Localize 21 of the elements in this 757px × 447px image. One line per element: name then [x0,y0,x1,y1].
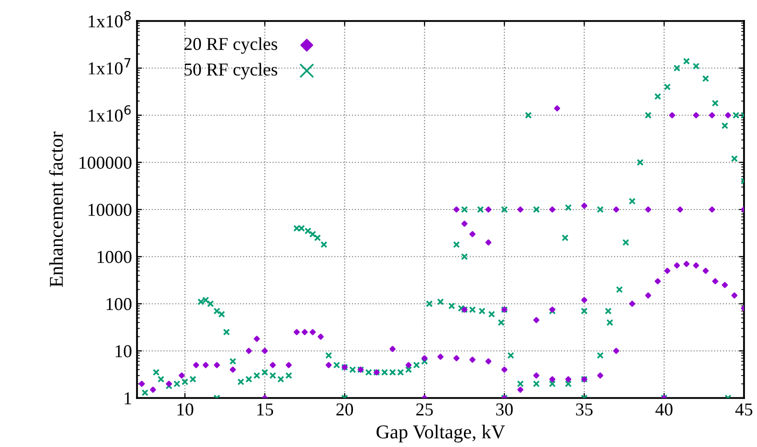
legend-label: 50 RF cycles [184,62,278,80]
y-tick-label: 100 [106,298,132,310]
x-tick-label: 30 [496,403,513,416]
y-tick-label: 10000 [88,204,132,216]
y-tick-label: 100000 [80,156,132,169]
x-axis-title: Gap Voltage, kV [376,424,506,442]
y-tick-label: 1x10$^{8}$ [88,10,131,28]
x-tick-label: 40 [655,403,672,416]
y-tick-label: 1 [124,392,132,404]
x-tick-label: 35 [576,403,593,416]
y-axis-title: Enhancement factor [49,132,63,287]
x-tick-label: 15 [257,403,274,416]
x-tick-label: 45 [735,404,752,416]
y-tick-label: 10 [116,345,132,358]
x-tick-label: 25 [416,403,433,416]
x-tick-label: 10 [177,403,194,416]
y-tick-label: 1000 [98,250,132,264]
legend-label: 20 RF cycles [184,37,278,54]
y-tick-label: 1x10$^{6}$ [88,105,131,122]
x-tick-label: 20 [336,403,353,416]
y-tick-label: 1x10$^{7}$ [88,58,130,74]
